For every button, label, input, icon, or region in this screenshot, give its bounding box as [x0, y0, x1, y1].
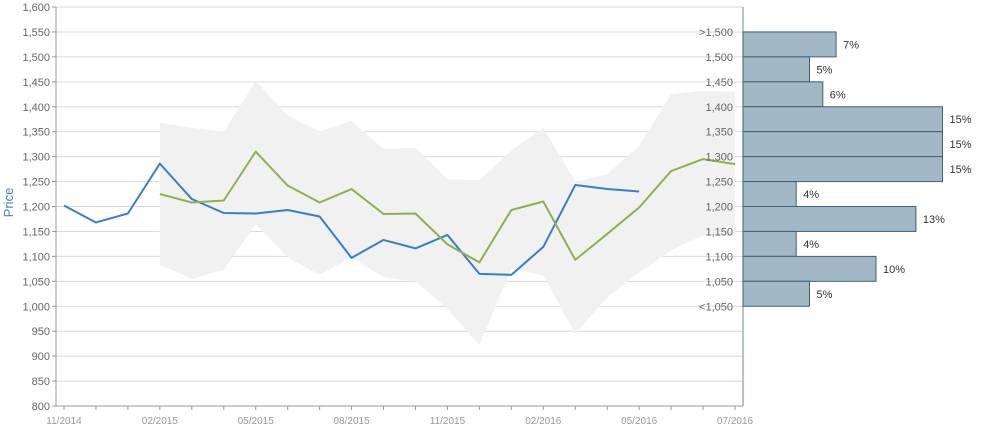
y-tick-label: 1,250 [22, 177, 50, 189]
price-series [63, 150, 736, 276]
histogram-bin-label: 1,300 [705, 152, 733, 164]
x-tick-label: 11/2015 [430, 416, 466, 427]
forecast-band-area [159, 80, 735, 346]
y-tick-label: 1,100 [22, 251, 50, 263]
distribution-histogram: >1,500 7% 1,500 5% 1,450 6% 1,400 15% 1,350 15% 1,… [699, 27, 972, 313]
histogram-percent-label: 15% [950, 114, 972, 126]
y-tick-label: 850 [32, 376, 50, 388]
histogram-bar [742, 230, 797, 257]
series-line-1 [63, 162, 640, 276]
series-line-2 [159, 150, 736, 264]
y-tick-label: 1,500 [22, 52, 50, 64]
x-tick-label: 05/2015 [238, 416, 275, 427]
histogram-percent-label: 6% [830, 89, 846, 101]
y-tick-label: 1,150 [22, 226, 50, 238]
y-tick-label: 1,350 [22, 127, 50, 139]
histogram-bar [742, 56, 810, 83]
histogram-bin-label: 1,250 [705, 177, 733, 189]
histogram-bar [742, 131, 943, 158]
x-tick-label: 02/2016 [525, 416, 562, 427]
histogram-bin-label: 1,100 [705, 251, 733, 263]
histogram-bin-label: 1,200 [705, 202, 733, 214]
y-tick-label: 950 [32, 326, 50, 338]
histogram-percent-label: 4% [803, 189, 819, 201]
histogram-bar [742, 106, 943, 133]
x-tick-label: 08/2015 [333, 416, 370, 427]
histogram-bin-label: 1,050 [705, 276, 733, 288]
histogram-bin-label: 1,450 [705, 77, 733, 89]
histogram-bin-label: <1,050 [699, 301, 733, 313]
y-tick-label: 800 [32, 401, 50, 413]
histogram-percent-label: 15% [950, 164, 972, 176]
y-tick-labels: 800 850 900 950 1,000 1,050 1,100 1,150 1,200 1,2… [22, 2, 50, 413]
histogram-bar [742, 31, 837, 58]
histogram-bin-label: 1,500 [705, 52, 733, 64]
x-tick-label: 07/2016 [717, 416, 754, 427]
histogram-bin-label: 1,150 [705, 226, 733, 238]
histogram-bar [742, 181, 797, 207]
x-tick-labels: 11/2014 02/2015 05/2015 08/2015 11/2015 02/20… [46, 416, 753, 427]
histogram-percent-label: 7% [843, 39, 859, 51]
histogram-bar [742, 156, 943, 183]
histogram-bar [742, 81, 824, 108]
histogram-bin-label: 1,350 [705, 127, 733, 139]
histogram-percent-label: 13% [923, 214, 945, 226]
histogram-percent-label: 5% [817, 289, 833, 301]
y-tick-label: 1,050 [22, 276, 50, 288]
y-tick-label: 1,450 [22, 77, 50, 89]
forecast-band [159, 80, 735, 346]
y-tick-label: 1,000 [22, 301, 50, 313]
histogram-percent-label: 4% [803, 239, 819, 251]
y-axis-label: Price [1, 188, 16, 218]
x-tick-label: 05/2016 [621, 416, 658, 427]
histogram-bar [742, 206, 917, 232]
y-tick-label: 1,600 [22, 2, 50, 14]
x-tick-label: 02/2015 [142, 416, 179, 427]
histogram-bar [742, 255, 877, 282]
y-tick-label: 1,400 [22, 102, 50, 114]
histogram-bar [742, 280, 810, 307]
y-tick-label: 1,550 [22, 27, 50, 39]
y-tick-label: 1,300 [22, 152, 50, 164]
histogram-percent-label: 5% [817, 64, 833, 76]
y-tick-label: 1,200 [22, 202, 50, 214]
histogram-bin-label: >1,500 [699, 27, 733, 39]
histogram-bin-label: 1,400 [705, 102, 733, 114]
histogram-percent-label: 15% [950, 139, 972, 151]
x-tick-label: 11/2014 [46, 416, 82, 427]
y-tick-label: 900 [32, 351, 50, 363]
histogram-percent-label: 10% [883, 264, 905, 276]
